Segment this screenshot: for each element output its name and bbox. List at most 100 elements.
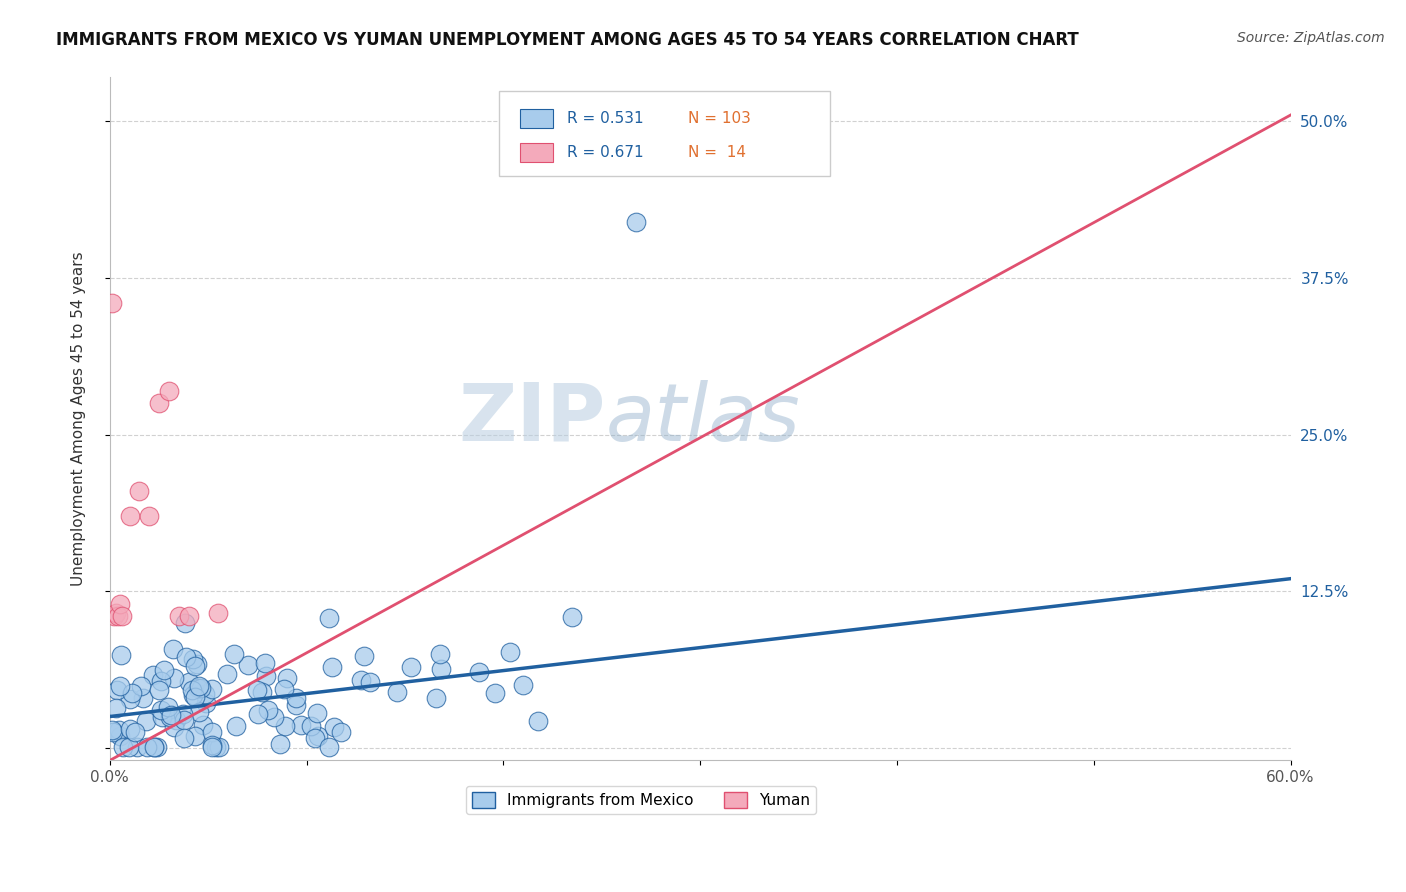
Point bbox=[359, 675, 381, 690]
Point bbox=[186, 657, 208, 671]
Point bbox=[181, 652, 204, 666]
FancyBboxPatch shape bbox=[520, 143, 553, 162]
Point bbox=[105, 682, 128, 697]
Point bbox=[135, 714, 157, 728]
Point bbox=[112, 739, 135, 754]
Point bbox=[498, 645, 520, 659]
Point bbox=[399, 660, 422, 674]
Point bbox=[104, 606, 127, 620]
Point bbox=[184, 659, 207, 673]
Point bbox=[201, 739, 224, 754]
Point bbox=[285, 690, 308, 705]
Point bbox=[157, 384, 180, 398]
FancyBboxPatch shape bbox=[520, 109, 553, 128]
Point bbox=[143, 739, 166, 754]
Point bbox=[301, 719, 323, 733]
Point bbox=[484, 686, 506, 700]
Point bbox=[307, 729, 329, 743]
Point bbox=[318, 611, 340, 625]
Point bbox=[118, 509, 141, 524]
Point bbox=[118, 692, 141, 706]
Point bbox=[246, 706, 269, 721]
Point bbox=[183, 729, 205, 743]
Point bbox=[132, 690, 155, 705]
Point bbox=[179, 675, 201, 690]
Point bbox=[215, 666, 238, 681]
Point bbox=[165, 713, 187, 727]
FancyBboxPatch shape bbox=[499, 91, 830, 177]
Point bbox=[120, 723, 142, 737]
Point bbox=[103, 609, 125, 624]
Point bbox=[274, 719, 297, 733]
Point bbox=[131, 679, 153, 693]
Point bbox=[143, 739, 166, 754]
Text: R = 0.671: R = 0.671 bbox=[567, 145, 644, 160]
Point bbox=[194, 697, 217, 711]
Point bbox=[177, 609, 200, 624]
Point bbox=[101, 723, 124, 737]
Point bbox=[110, 648, 132, 663]
Point bbox=[323, 720, 346, 734]
Point bbox=[159, 708, 181, 723]
Point bbox=[118, 739, 141, 754]
Point bbox=[561, 609, 583, 624]
Point bbox=[127, 739, 149, 754]
Point bbox=[256, 669, 278, 683]
Point bbox=[128, 483, 150, 498]
Point bbox=[257, 703, 280, 717]
Point bbox=[145, 739, 167, 754]
Point bbox=[321, 660, 343, 674]
Point bbox=[527, 714, 550, 728]
Point bbox=[329, 725, 352, 739]
Point bbox=[180, 682, 202, 697]
Point bbox=[107, 609, 129, 624]
Text: ZIP: ZIP bbox=[458, 380, 606, 458]
Point bbox=[181, 688, 204, 702]
Point bbox=[135, 739, 157, 754]
Point bbox=[148, 396, 170, 410]
Point bbox=[194, 686, 217, 700]
Point bbox=[349, 673, 371, 687]
Point bbox=[103, 725, 125, 739]
Point bbox=[207, 606, 229, 620]
Text: IMMIGRANTS FROM MEXICO VS YUMAN UNEMPLOYMENT AMONG AGES 45 TO 54 YEARS CORRELATI: IMMIGRANTS FROM MEXICO VS YUMAN UNEMPLOY… bbox=[56, 31, 1078, 49]
Text: N =  14: N = 14 bbox=[689, 145, 747, 160]
Point bbox=[174, 615, 197, 630]
Point bbox=[201, 725, 224, 739]
Point bbox=[124, 725, 146, 739]
Point bbox=[184, 690, 207, 704]
Point bbox=[190, 681, 212, 696]
Point bbox=[246, 683, 269, 698]
Point bbox=[307, 706, 329, 721]
Point bbox=[624, 214, 647, 228]
Point bbox=[173, 714, 195, 728]
Point bbox=[163, 720, 186, 734]
Point bbox=[467, 665, 489, 680]
Point bbox=[250, 685, 273, 699]
Point bbox=[108, 679, 131, 693]
Point bbox=[149, 673, 172, 688]
Point bbox=[263, 710, 285, 724]
Point bbox=[201, 738, 224, 752]
Text: atlas: atlas bbox=[606, 380, 800, 458]
Point bbox=[108, 723, 131, 737]
Point bbox=[512, 678, 534, 692]
Point bbox=[162, 642, 184, 657]
Point bbox=[148, 682, 170, 697]
Point bbox=[173, 731, 195, 745]
Point bbox=[188, 705, 211, 719]
Point bbox=[273, 681, 295, 696]
Point bbox=[222, 647, 245, 661]
Point bbox=[318, 739, 340, 754]
Point bbox=[253, 656, 276, 670]
Point bbox=[187, 679, 209, 693]
Point bbox=[430, 662, 453, 676]
Y-axis label: Unemployment Among Ages 45 to 54 years: Unemployment Among Ages 45 to 54 years bbox=[72, 252, 86, 586]
Point bbox=[425, 690, 447, 705]
Point bbox=[176, 649, 198, 664]
Point bbox=[225, 719, 247, 733]
Point bbox=[167, 609, 190, 624]
Point bbox=[159, 710, 181, 724]
Point bbox=[191, 718, 214, 732]
Point bbox=[208, 739, 231, 754]
